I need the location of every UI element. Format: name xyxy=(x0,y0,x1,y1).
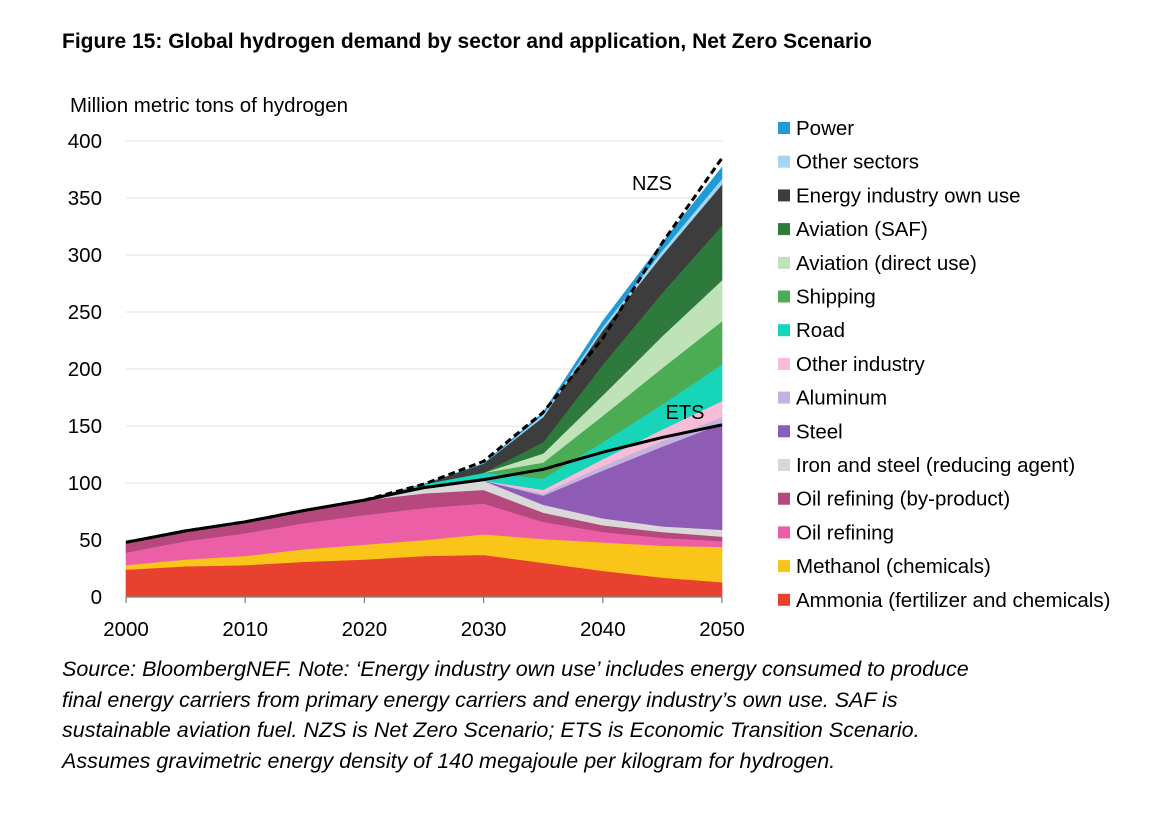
legend-swatch xyxy=(778,223,790,236)
line-ets xyxy=(125,423,723,544)
legend-swatch xyxy=(778,593,790,606)
legend-swatch xyxy=(778,492,790,505)
legend-label: Other industry xyxy=(796,353,925,376)
legend-swatch xyxy=(778,560,790,573)
y-tick-label: 200 xyxy=(68,358,102,381)
y-tick-label: 0 xyxy=(91,586,102,609)
y-tick-label: 350 xyxy=(68,187,102,210)
note-line-3: sustainable aviation fuel. NZS is Net Ze… xyxy=(62,718,920,742)
legend-swatch xyxy=(778,526,790,539)
legend-label: Oil refining xyxy=(796,521,894,544)
scenario-lines: NZS ETS xyxy=(125,157,724,544)
legend-label: Other sectors xyxy=(796,151,919,174)
y-tick-label: 250 xyxy=(68,301,102,324)
legend-label: Oil refining (by-product) xyxy=(796,488,1010,511)
ets-label: ETS xyxy=(666,402,705,424)
legend-swatch xyxy=(778,357,790,370)
chart: NZS ETS 0 50 100 150 200 250 300 350 400 2000 2010 2… xyxy=(68,94,1111,641)
legend: Power Other sectors Energy industry own us… xyxy=(778,117,1110,612)
y-axis-title: Million metric tons of hydrogen xyxy=(70,94,348,117)
legend-label: Aviation (direct use) xyxy=(796,252,977,275)
note-line-4: Assumes gravimetric energy density of 14… xyxy=(62,748,836,773)
note-line-1: Source: BloombergNEF. Note: ‘Energy indu… xyxy=(62,657,969,681)
x-tick-label: 2050 xyxy=(699,618,745,641)
legend-label: Road xyxy=(796,319,845,342)
legend-swatch xyxy=(778,425,790,438)
x-tick-label: 2000 xyxy=(103,618,149,641)
legend-label: Ammonia (fertilizer and chemicals) xyxy=(796,589,1110,612)
legend-label: Shipping xyxy=(796,286,876,309)
y-tick-label: 300 xyxy=(68,244,102,267)
legend-label: Aviation (SAF) xyxy=(796,218,928,241)
legend-swatch xyxy=(778,189,790,202)
legend-swatch xyxy=(778,459,790,471)
legend-swatch xyxy=(778,155,790,168)
legend-label: Methanol (chemicals) xyxy=(796,555,991,578)
legend-swatch xyxy=(778,256,790,269)
legend-label: Steel xyxy=(796,420,843,443)
axes: 0 50 100 150 200 250 300 350 400 2000 2010 2020 2030… xyxy=(68,130,745,641)
stacked-areas xyxy=(125,166,723,598)
legend-swatch xyxy=(778,324,790,337)
legend-label: Aluminum xyxy=(796,387,887,410)
x-tick-label: 2040 xyxy=(580,618,626,641)
x-tick-label: 2010 xyxy=(222,618,268,641)
x-tick-label: 2020 xyxy=(342,618,388,641)
x-tick-label: 2030 xyxy=(461,618,507,641)
source-note: Source: BloombergNEF. Note: ‘Energy indu… xyxy=(62,654,1152,776)
legend-label: Energy industry own use xyxy=(796,184,1020,207)
y-tick-label: 150 xyxy=(68,415,102,438)
figure-title: Figure 15: Global hydrogen demand by sec… xyxy=(62,30,872,53)
nzs-label: NZS xyxy=(632,173,672,195)
legend-swatch xyxy=(778,290,790,303)
legend-label: Power xyxy=(796,117,854,140)
note-line-2: final energy carriers from primary energ… xyxy=(62,687,898,712)
legend-swatch xyxy=(778,391,790,404)
legend-swatch xyxy=(778,122,790,134)
y-tick-label: 100 xyxy=(68,472,102,495)
y-tick-label: 400 xyxy=(68,130,102,153)
y-tick-label: 50 xyxy=(79,529,102,552)
legend-label: Iron and steel (reducing agent) xyxy=(796,454,1075,477)
